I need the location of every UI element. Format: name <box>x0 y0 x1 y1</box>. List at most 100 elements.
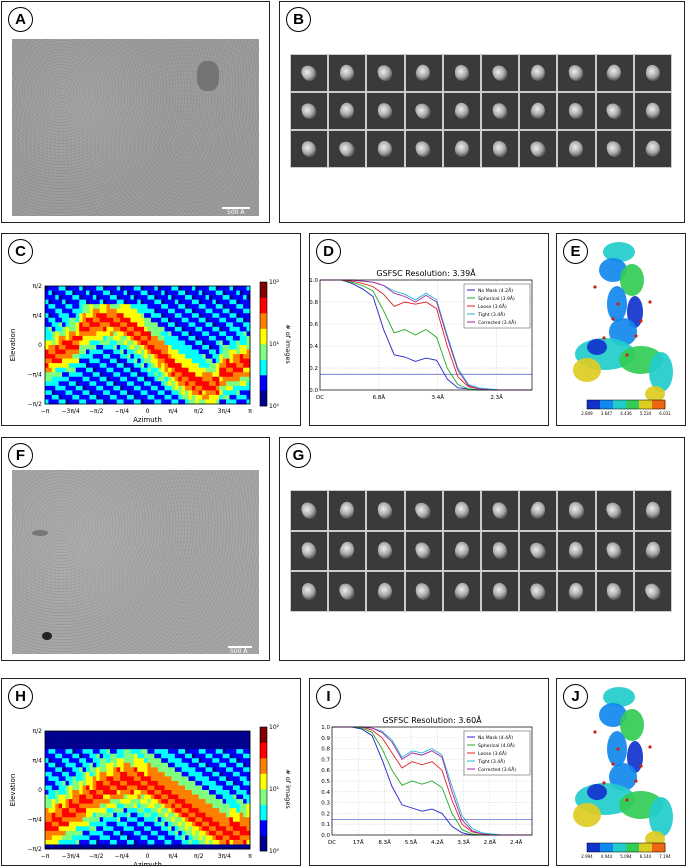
heatmap-cell <box>150 826 155 832</box>
heatmap-cell <box>198 363 203 368</box>
heatmap-cell <box>198 767 203 773</box>
heatmap-cell <box>86 771 90 777</box>
heatmap-cell <box>212 794 217 800</box>
y-tick-label: 0.5 <box>321 779 330 785</box>
heatmap-cell <box>137 776 141 782</box>
heatmap-cell <box>48 345 53 350</box>
heatmap-cell <box>65 808 70 813</box>
heatmap-cell <box>51 767 56 773</box>
heatmap-cell <box>178 776 182 782</box>
heatmap-cell <box>127 340 131 346</box>
legend-entry: Loose (3.6Å) <box>478 750 507 757</box>
heatmap-cell <box>127 385 131 391</box>
heatmap-cell <box>116 826 121 832</box>
heatmap-cell <box>147 758 152 764</box>
heatmap-cell <box>82 767 87 773</box>
heatmap-cell <box>212 286 217 291</box>
heatmap-cell <box>65 326 70 332</box>
heatmap-cell <box>185 290 189 296</box>
x-tick-label: 0 <box>146 853 150 860</box>
density-region <box>603 687 635 707</box>
particle-density <box>377 102 394 120</box>
heatmap-cell <box>75 304 80 309</box>
heatmap-cell <box>72 394 77 400</box>
heatmap-cell <box>188 335 193 341</box>
heatmap-cell <box>62 335 66 341</box>
heatmap-cell <box>65 385 70 391</box>
heatmap-cell <box>92 758 97 764</box>
heatmap-cell <box>140 308 145 314</box>
heatmap-cell <box>116 390 121 396</box>
heatmap-cell <box>72 808 77 813</box>
heatmap-cell <box>103 767 107 773</box>
heatmap-cell <box>96 345 100 350</box>
heatmap-cell <box>209 826 213 832</box>
particle-density <box>644 64 661 82</box>
heatmap-cell <box>154 290 159 296</box>
heatmap-cell <box>202 390 206 396</box>
heatmap-cell <box>219 780 223 786</box>
heatmap-cell <box>219 839 223 845</box>
heatmap-cell <box>123 830 128 836</box>
heatmap-cell <box>51 308 56 314</box>
heatmap-cell <box>229 399 234 405</box>
heatmap-cell <box>82 372 87 378</box>
heatmap-cell <box>171 771 176 777</box>
heatmap-cell <box>127 735 131 741</box>
panel-f: F 500 Å <box>1 437 270 661</box>
heatmap-cell <box>202 335 206 341</box>
density-region <box>649 352 673 392</box>
heatmap-cell <box>116 790 121 795</box>
heatmap-cell <box>82 758 87 764</box>
heatmap-cell <box>147 839 152 845</box>
heatmap-cell <box>229 744 234 750</box>
heatmap-cell <box>229 286 234 291</box>
heatmap-cell <box>178 376 182 382</box>
heatmap-cell <box>157 372 162 378</box>
heatmap-cell <box>113 762 118 768</box>
heatmap-cell <box>164 399 169 405</box>
heatmap-cell <box>174 331 179 337</box>
heatmap-cell <box>144 826 148 832</box>
heatmap-cell <box>109 749 114 754</box>
heatmap-cell <box>191 767 196 773</box>
heatmap-cell <box>185 767 189 773</box>
heatmap-cell <box>96 803 100 809</box>
heatmap-cell <box>120 758 124 764</box>
heatmap-cell <box>215 839 220 845</box>
heatmap-cell <box>79 304 83 309</box>
heatmap-cell <box>215 817 220 823</box>
heatmap-cell <box>178 385 182 391</box>
heatmap-cell <box>191 799 196 804</box>
heatmap-cell <box>133 808 138 813</box>
heatmap-cell <box>144 363 148 368</box>
heatmap-cell <box>147 780 152 786</box>
heatmap-cell <box>65 762 70 768</box>
heatmap-cell <box>51 812 56 818</box>
heatmap-cell <box>120 799 124 804</box>
heatmap-cell <box>168 826 172 832</box>
heatmap-cell <box>154 839 159 845</box>
class-average-tile <box>595 130 634 168</box>
heatmap-cell <box>168 835 172 841</box>
heatmap-cell <box>72 399 77 405</box>
heatmap-cell <box>82 776 87 782</box>
heatmap-cell <box>229 345 234 350</box>
heatmap-cell <box>174 376 179 382</box>
heatmap-cell <box>45 830 49 836</box>
colorbar-segment <box>260 773 267 790</box>
heatmap-cell <box>72 735 77 741</box>
ice-contaminant <box>32 530 48 536</box>
heatmap-cell <box>164 290 169 296</box>
heatmap-cell <box>127 299 131 305</box>
heatmap-cell <box>178 322 182 328</box>
heatmap-cell <box>205 758 210 764</box>
heatmap-cell <box>62 835 66 841</box>
heatmap-cell <box>239 304 244 309</box>
heatmap-cell <box>45 367 49 373</box>
heatmap-cell <box>150 304 155 309</box>
heatmap-cell <box>120 381 124 387</box>
heatmap-cell <box>55 762 59 768</box>
heatmap-cell <box>75 835 80 841</box>
heatmap-cell <box>127 335 131 341</box>
